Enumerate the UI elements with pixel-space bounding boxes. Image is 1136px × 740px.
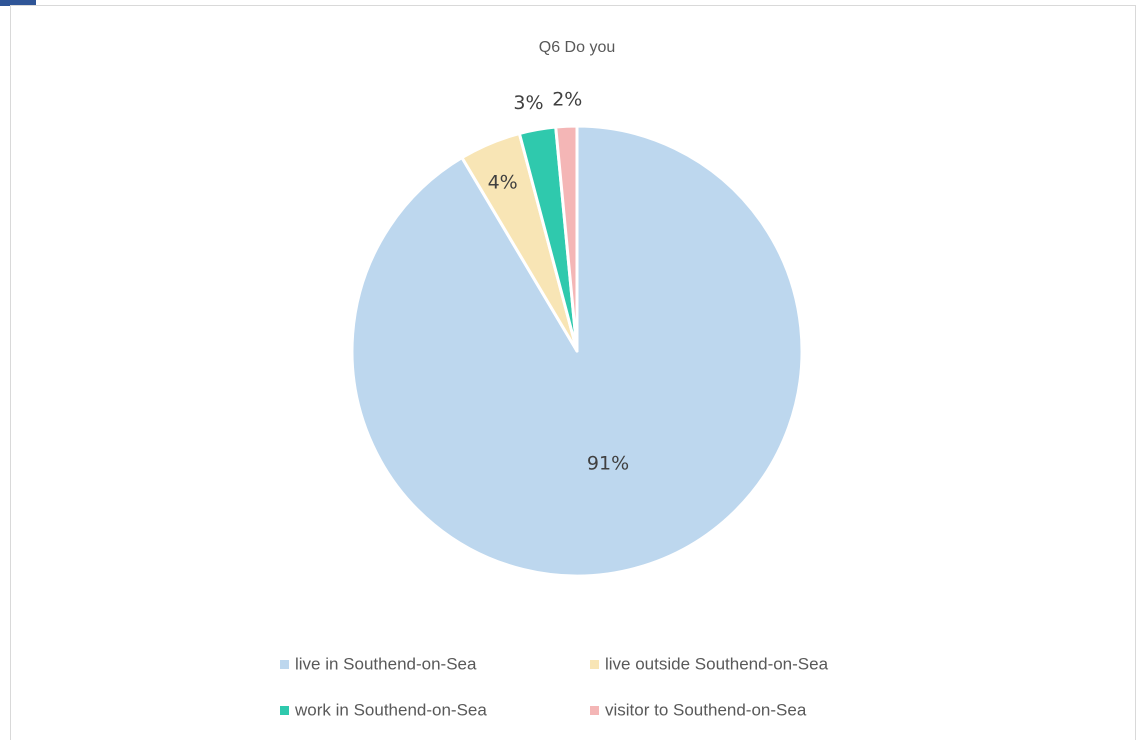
- pie-slice-4: [554, 124, 579, 353]
- legend: live in Southend-on-Sea live outside Sout…: [280, 654, 829, 719]
- pie-slices: [350, 124, 804, 578]
- legend-label-1: live in Southend-on-Sea: [295, 654, 477, 673]
- slice-label-2: 4%: [488, 171, 518, 193]
- top-accent-bar: [0, 0, 36, 6]
- slice-labels: 91% 4% 3% 2%: [488, 88, 630, 474]
- legend-swatch-4: [590, 706, 599, 715]
- legend-label-2: live outside Southend-on-Sea: [605, 654, 829, 673]
- slice-label-1: 91%: [587, 452, 629, 474]
- slice-label-4: 2%: [552, 88, 582, 110]
- chart-title: Q6 Do you: [539, 39, 615, 56]
- legend-swatch-1: [280, 660, 289, 669]
- legend-label-3: work in Southend-on-Sea: [294, 700, 487, 719]
- legend-swatch-3: [280, 706, 289, 715]
- legend-swatch-2: [590, 660, 599, 669]
- legend-label-4: visitor to Southend-on-Sea: [605, 700, 807, 719]
- slice-label-3: 3%: [513, 92, 543, 114]
